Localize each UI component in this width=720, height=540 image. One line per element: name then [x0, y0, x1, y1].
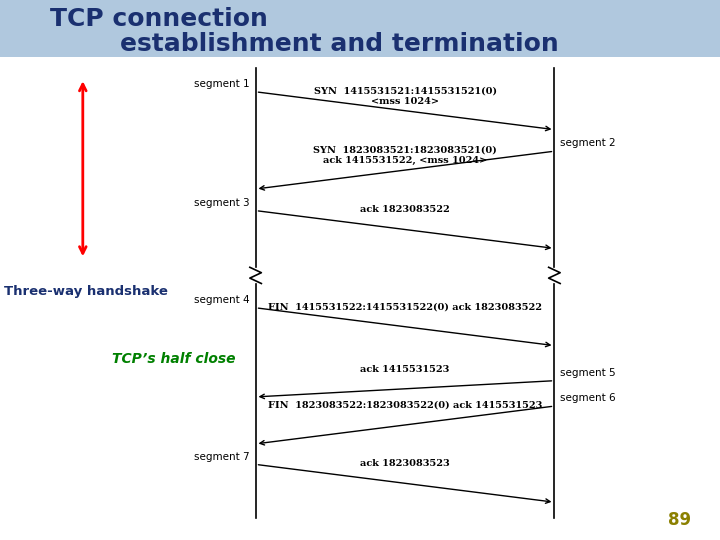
Text: segment 4: segment 4: [194, 295, 250, 305]
Text: establishment and termination: establishment and termination: [50, 32, 559, 56]
Text: segment 3: segment 3: [194, 198, 250, 208]
Text: 89: 89: [668, 511, 691, 529]
Text: TCP connection: TCP connection: [50, 7, 269, 31]
Text: ack 1415531523: ack 1415531523: [360, 364, 450, 374]
Text: segment 1: segment 1: [194, 79, 250, 89]
Text: Three-way handshake: Three-way handshake: [4, 285, 168, 298]
Bar: [0, 0, 720, 57]
Bar: [0, 57, 720, 540]
Text: segment 7: segment 7: [194, 451, 250, 462]
Text: segment 5: segment 5: [560, 368, 616, 378]
Text: ack 1415531522, <mss 1024>: ack 1415531522, <mss 1024>: [323, 156, 487, 165]
Text: TCP’s half close: TCP’s half close: [112, 352, 235, 366]
Text: ack 1823083523: ack 1823083523: [360, 459, 450, 468]
Text: segment 2: segment 2: [560, 138, 616, 149]
Text: FIN  1823083522:1823083522(0) ack 1415531523: FIN 1823083522:1823083522(0) ack 1415531…: [268, 401, 542, 410]
Text: SYN  1415531521:1415531521(0): SYN 1415531521:1415531521(0): [313, 86, 497, 96]
Text: ack 1823083522: ack 1823083522: [360, 205, 450, 214]
Text: segment 6: segment 6: [560, 393, 616, 403]
Text: FIN  1415531522:1415531522(0) ack 1823083522: FIN 1415531522:1415531522(0) ack 1823083…: [268, 302, 542, 312]
Text: <mss 1024>: <mss 1024>: [371, 97, 439, 106]
Text: SYN  1823083521:1823083521(0): SYN 1823083521:1823083521(0): [313, 146, 497, 155]
